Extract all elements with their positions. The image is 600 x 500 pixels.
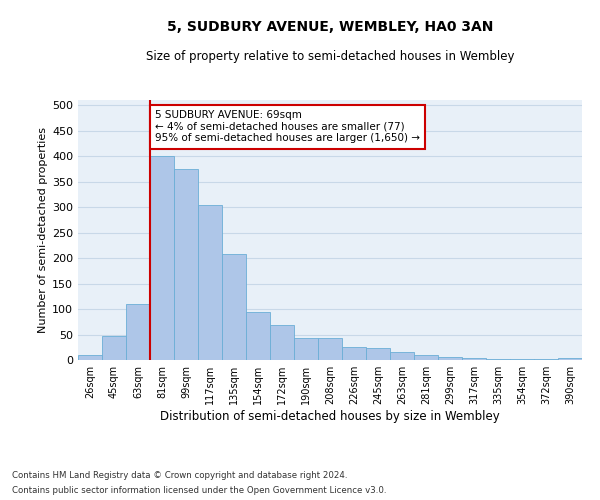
Text: 5 SUDBURY AVENUE: 69sqm
← 4% of semi-detached houses are smaller (77)
95% of sem: 5 SUDBURY AVENUE: 69sqm ← 4% of semi-det… xyxy=(155,110,420,144)
Bar xyxy=(438,358,462,360)
Text: Distribution of semi-detached houses by size in Wembley: Distribution of semi-detached houses by … xyxy=(160,410,500,423)
Bar xyxy=(222,254,246,360)
Bar xyxy=(366,348,390,360)
Text: 5, SUDBURY AVENUE, WEMBLEY, HA0 3AN: 5, SUDBURY AVENUE, WEMBLEY, HA0 3AN xyxy=(167,20,493,34)
Bar xyxy=(558,358,582,360)
Bar xyxy=(390,352,414,360)
Text: Contains public sector information licensed under the Open Government Licence v3: Contains public sector information licen… xyxy=(12,486,386,495)
Text: Contains HM Land Registry data © Crown copyright and database right 2024.: Contains HM Land Registry data © Crown c… xyxy=(12,471,347,480)
Bar xyxy=(102,336,126,360)
Bar xyxy=(198,204,222,360)
Bar xyxy=(126,304,150,360)
Bar xyxy=(486,359,510,360)
Bar xyxy=(78,355,102,360)
Bar xyxy=(246,312,270,360)
Bar xyxy=(318,338,342,360)
Bar xyxy=(462,358,486,360)
Bar xyxy=(294,338,318,360)
Bar xyxy=(270,326,294,360)
Bar xyxy=(342,348,366,360)
Bar xyxy=(414,356,438,360)
Y-axis label: Number of semi-detached properties: Number of semi-detached properties xyxy=(38,127,48,333)
Text: Size of property relative to semi-detached houses in Wembley: Size of property relative to semi-detach… xyxy=(146,50,514,63)
Bar xyxy=(174,169,198,360)
Bar xyxy=(150,156,174,360)
